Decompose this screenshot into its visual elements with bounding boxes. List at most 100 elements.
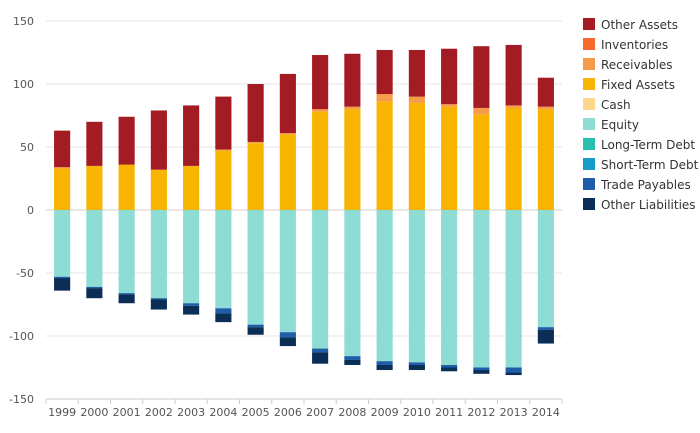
bar-segment-receivables xyxy=(312,109,329,112)
bar-segment-trade-payables xyxy=(86,286,103,289)
bar-segment-fixed-assets xyxy=(150,169,167,210)
bar-segment-fixed-assets xyxy=(279,134,296,210)
bar-layer xyxy=(54,44,554,376)
x-tick-label: 2000 xyxy=(80,406,108,419)
bar-segment-fixed-assets xyxy=(473,114,490,210)
x-tick-label: 2003 xyxy=(177,406,205,419)
y-tick-label: 0 xyxy=(27,204,34,217)
legend-item-other-assets: Other Assets xyxy=(583,18,678,32)
bar-segment-fixed-assets xyxy=(344,109,361,210)
bar-segment-fixed-assets xyxy=(537,109,554,210)
y-tick-label: 50 xyxy=(20,141,34,154)
bar-segment-other-liabilities xyxy=(441,367,458,372)
axis-layer: 150 100 50 0 -50 -100 -150 1999 2000 2001 2002 2003… xyxy=(9,15,563,419)
x-tick-label: 2004 xyxy=(209,406,237,419)
bar-segment-equity xyxy=(408,210,425,363)
legend-item-other-liabilities: Other Liabilities xyxy=(583,198,696,212)
bar-segment-other-assets xyxy=(118,116,135,165)
x-tick-label: 2002 xyxy=(145,406,173,419)
bar-segment-other-assets xyxy=(86,121,103,166)
x-tick-label: 2001 xyxy=(113,406,141,419)
bar-segment-other-liabilities xyxy=(505,372,522,376)
x-tick-label: 2010 xyxy=(403,406,431,419)
x-tick-label: 2007 xyxy=(306,406,334,419)
bar-segment-other-liabilities xyxy=(344,359,361,365)
bar-segment-trade-payables xyxy=(312,348,329,353)
legend-item-receivables: Receivables xyxy=(583,58,673,72)
bar-segment-trade-payables xyxy=(215,308,232,314)
legend-swatch xyxy=(583,158,595,170)
bar-segment-other-assets xyxy=(215,96,232,150)
bar-segment-fixed-assets xyxy=(441,106,458,210)
x-tick-label: 2013 xyxy=(500,406,528,419)
bar-segment-other-liabilities xyxy=(408,364,425,371)
bar-segment-other-assets xyxy=(408,49,425,97)
legend-label: Other Assets xyxy=(601,18,678,32)
bar-segment-other-assets xyxy=(376,49,393,95)
y-tick-label: 100 xyxy=(13,78,34,91)
bar-segment-fixed-assets xyxy=(86,165,103,210)
y-tick-label: -150 xyxy=(9,393,34,406)
bar-segment-trade-payables xyxy=(247,324,264,328)
legend-item-inventories: Inventories xyxy=(583,38,668,52)
bar-segment-other-liabilities xyxy=(86,288,103,299)
bar-segment-fixed-assets xyxy=(247,143,264,210)
bar-segment-other-assets xyxy=(54,130,71,168)
bar-segment-trade-payables xyxy=(505,367,522,373)
bar-segment-other-assets xyxy=(279,73,296,134)
bar-segment-trade-payables xyxy=(441,364,458,368)
legend-label: Long-Term Debt xyxy=(601,138,695,152)
legend-swatch xyxy=(583,118,595,130)
bar-segment-fixed-assets xyxy=(408,102,425,210)
legend-label: Short-Term Debt xyxy=(601,158,699,172)
bar-segment-trade-payables xyxy=(279,332,296,338)
bar-segment-receivables xyxy=(537,106,554,110)
legend-item-long-term-debt: Long-Term Debt xyxy=(583,138,695,152)
x-tick-label: 2005 xyxy=(242,406,270,419)
legend-swatch xyxy=(583,58,595,70)
x-tick-label: 1999 xyxy=(48,406,76,419)
bar-segment-equity xyxy=(505,210,522,368)
bar-segment-fixed-assets xyxy=(118,164,135,210)
bar-segment-trade-payables xyxy=(150,298,167,300)
bar-segment-other-assets xyxy=(473,46,490,108)
bar-segment-receivables xyxy=(247,141,264,144)
bar-segment-other-liabilities xyxy=(215,313,232,323)
legend-label: Cash xyxy=(601,98,631,112)
bar-segment-other-assets xyxy=(537,77,554,107)
legend-item-equity: Equity xyxy=(583,118,639,132)
y-tick-label: -100 xyxy=(9,330,34,343)
bar-segment-other-assets xyxy=(344,53,361,107)
x-tick-label: 2006 xyxy=(274,406,302,419)
bar-segment-equity xyxy=(279,210,296,333)
bar-segment-equity xyxy=(473,210,490,368)
y-tick-label: -50 xyxy=(16,267,34,280)
bar-segment-fixed-assets xyxy=(505,107,522,210)
bar-segment-other-assets xyxy=(150,110,167,170)
legend-label: Other Liabilities xyxy=(601,198,696,212)
bar-segment-fixed-assets xyxy=(54,168,71,210)
bar-segment-trade-payables xyxy=(54,276,71,279)
legend: Other Assets Inventories Receivables Fixed … xyxy=(583,18,699,212)
bar-segment-trade-payables xyxy=(537,327,554,330)
legend-label: Receivables xyxy=(601,58,673,72)
bar-segment-other-assets xyxy=(247,84,264,142)
bar-segment-trade-payables xyxy=(344,356,361,360)
bar-segment-trade-payables xyxy=(118,293,135,295)
bar-segment-other-assets xyxy=(183,105,200,166)
bar-segment-other-assets xyxy=(441,48,458,105)
bar-segment-receivables xyxy=(279,133,296,135)
bar-segment-other-liabilities xyxy=(537,329,554,344)
y-tick-label: 150 xyxy=(13,15,34,28)
legend-item-short-term-debt: Short-Term Debt xyxy=(583,158,699,172)
bar-segment-other-liabilities xyxy=(247,327,264,335)
bar-segment-other-liabilities xyxy=(312,352,329,364)
bar-segment-equity xyxy=(247,210,264,325)
bar-segment-equity xyxy=(537,210,554,328)
legend-item-cash: Cash xyxy=(583,98,631,112)
legend-swatch xyxy=(583,98,595,110)
bar-segment-receivables xyxy=(408,96,425,103)
bar-segment-receivables xyxy=(344,106,361,110)
